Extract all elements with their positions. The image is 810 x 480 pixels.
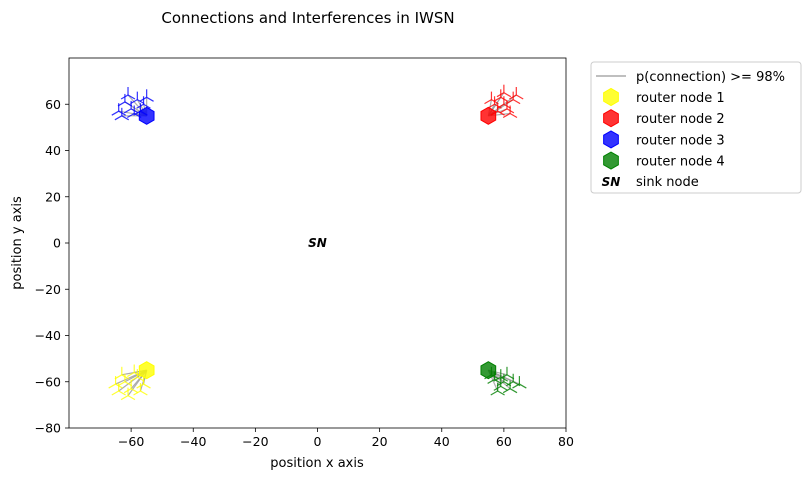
sink-node-marker: SN	[308, 236, 327, 250]
router-node-3	[138, 106, 155, 125]
chart-title: Connections and Interferences in IWSN	[161, 9, 454, 27]
sensor-node-4	[490, 383, 505, 396]
sensor-node-2	[505, 91, 521, 105]
sensor-node-2	[509, 87, 524, 100]
sensor-node-1	[133, 383, 148, 396]
legend-label-router-2: router node 2	[636, 112, 725, 127]
legend-sink-marker: SN	[602, 175, 621, 189]
legend-label-router-3: router node 3	[636, 133, 725, 148]
y-tick-label: 20	[45, 189, 61, 204]
sensor-node-1	[127, 364, 142, 378]
legend-frame	[590, 61, 802, 194]
sensor-node-3	[139, 89, 154, 102]
y-tick-label: 40	[45, 143, 61, 158]
sensor-node-4	[493, 369, 508, 382]
y-tick-label: −60	[35, 374, 61, 389]
y-tick-label: −80	[35, 421, 61, 436]
x-tick-label: 60	[496, 434, 512, 449]
y-tick-label: 60	[45, 97, 61, 112]
legend-sink-label: sink node	[636, 175, 699, 190]
x-tick-label: −40	[180, 434, 206, 449]
x-tick-label: 0	[314, 434, 322, 449]
sensor-node-2	[502, 105, 518, 119]
router-node-4	[480, 361, 497, 380]
y-tick-label: −20	[35, 282, 61, 297]
legend-connection-label: p(connection) >= 98%	[636, 70, 785, 85]
legend-label-router-1: router node 1	[636, 91, 725, 106]
x-axis: −60 −40 −20 0 20 40 60 80	[118, 428, 574, 449]
y-axis: −80 −60 −40 −20 0 20 40 60	[35, 97, 69, 436]
x-tick-label: −60	[118, 434, 144, 449]
legend-marker-router-1	[603, 87, 619, 107]
sensor-node-1	[111, 383, 126, 396]
sensor-node-2	[484, 91, 499, 105]
sensor-node-2	[496, 96, 512, 109]
x-tick-label: 20	[372, 434, 388, 449]
legend-label-router-4: router node 4	[636, 155, 725, 170]
y-tick-label: 0	[53, 236, 61, 251]
y-axis-label: position y axis	[10, 196, 25, 290]
legend-marker-router-2	[603, 109, 619, 128]
x-tick-label: −20	[242, 434, 268, 449]
router-node-2	[480, 106, 497, 125]
sensor-node-2	[496, 84, 512, 98]
x-axis-label: position x axis	[270, 456, 364, 471]
legend-marker-router-3	[603, 130, 619, 149]
routers-layer	[138, 106, 497, 380]
sensors-layer	[108, 84, 527, 401]
sensor-node-4	[512, 376, 527, 389]
y-tick-label: −40	[35, 328, 61, 343]
router-node-1	[138, 361, 155, 380]
x-tick-label: 40	[434, 434, 450, 449]
legend-marker-router-4	[603, 151, 619, 170]
legend: p(connection) >= 98% router node 1 router…	[590, 61, 802, 194]
x-tick-label: 80	[558, 434, 574, 449]
sensor-node-1	[108, 376, 123, 389]
sensor-node-4	[502, 380, 518, 394]
sensor-node-3	[120, 87, 136, 100]
sensor-node-3	[114, 107, 130, 121]
sensor-node-1	[120, 387, 136, 401]
